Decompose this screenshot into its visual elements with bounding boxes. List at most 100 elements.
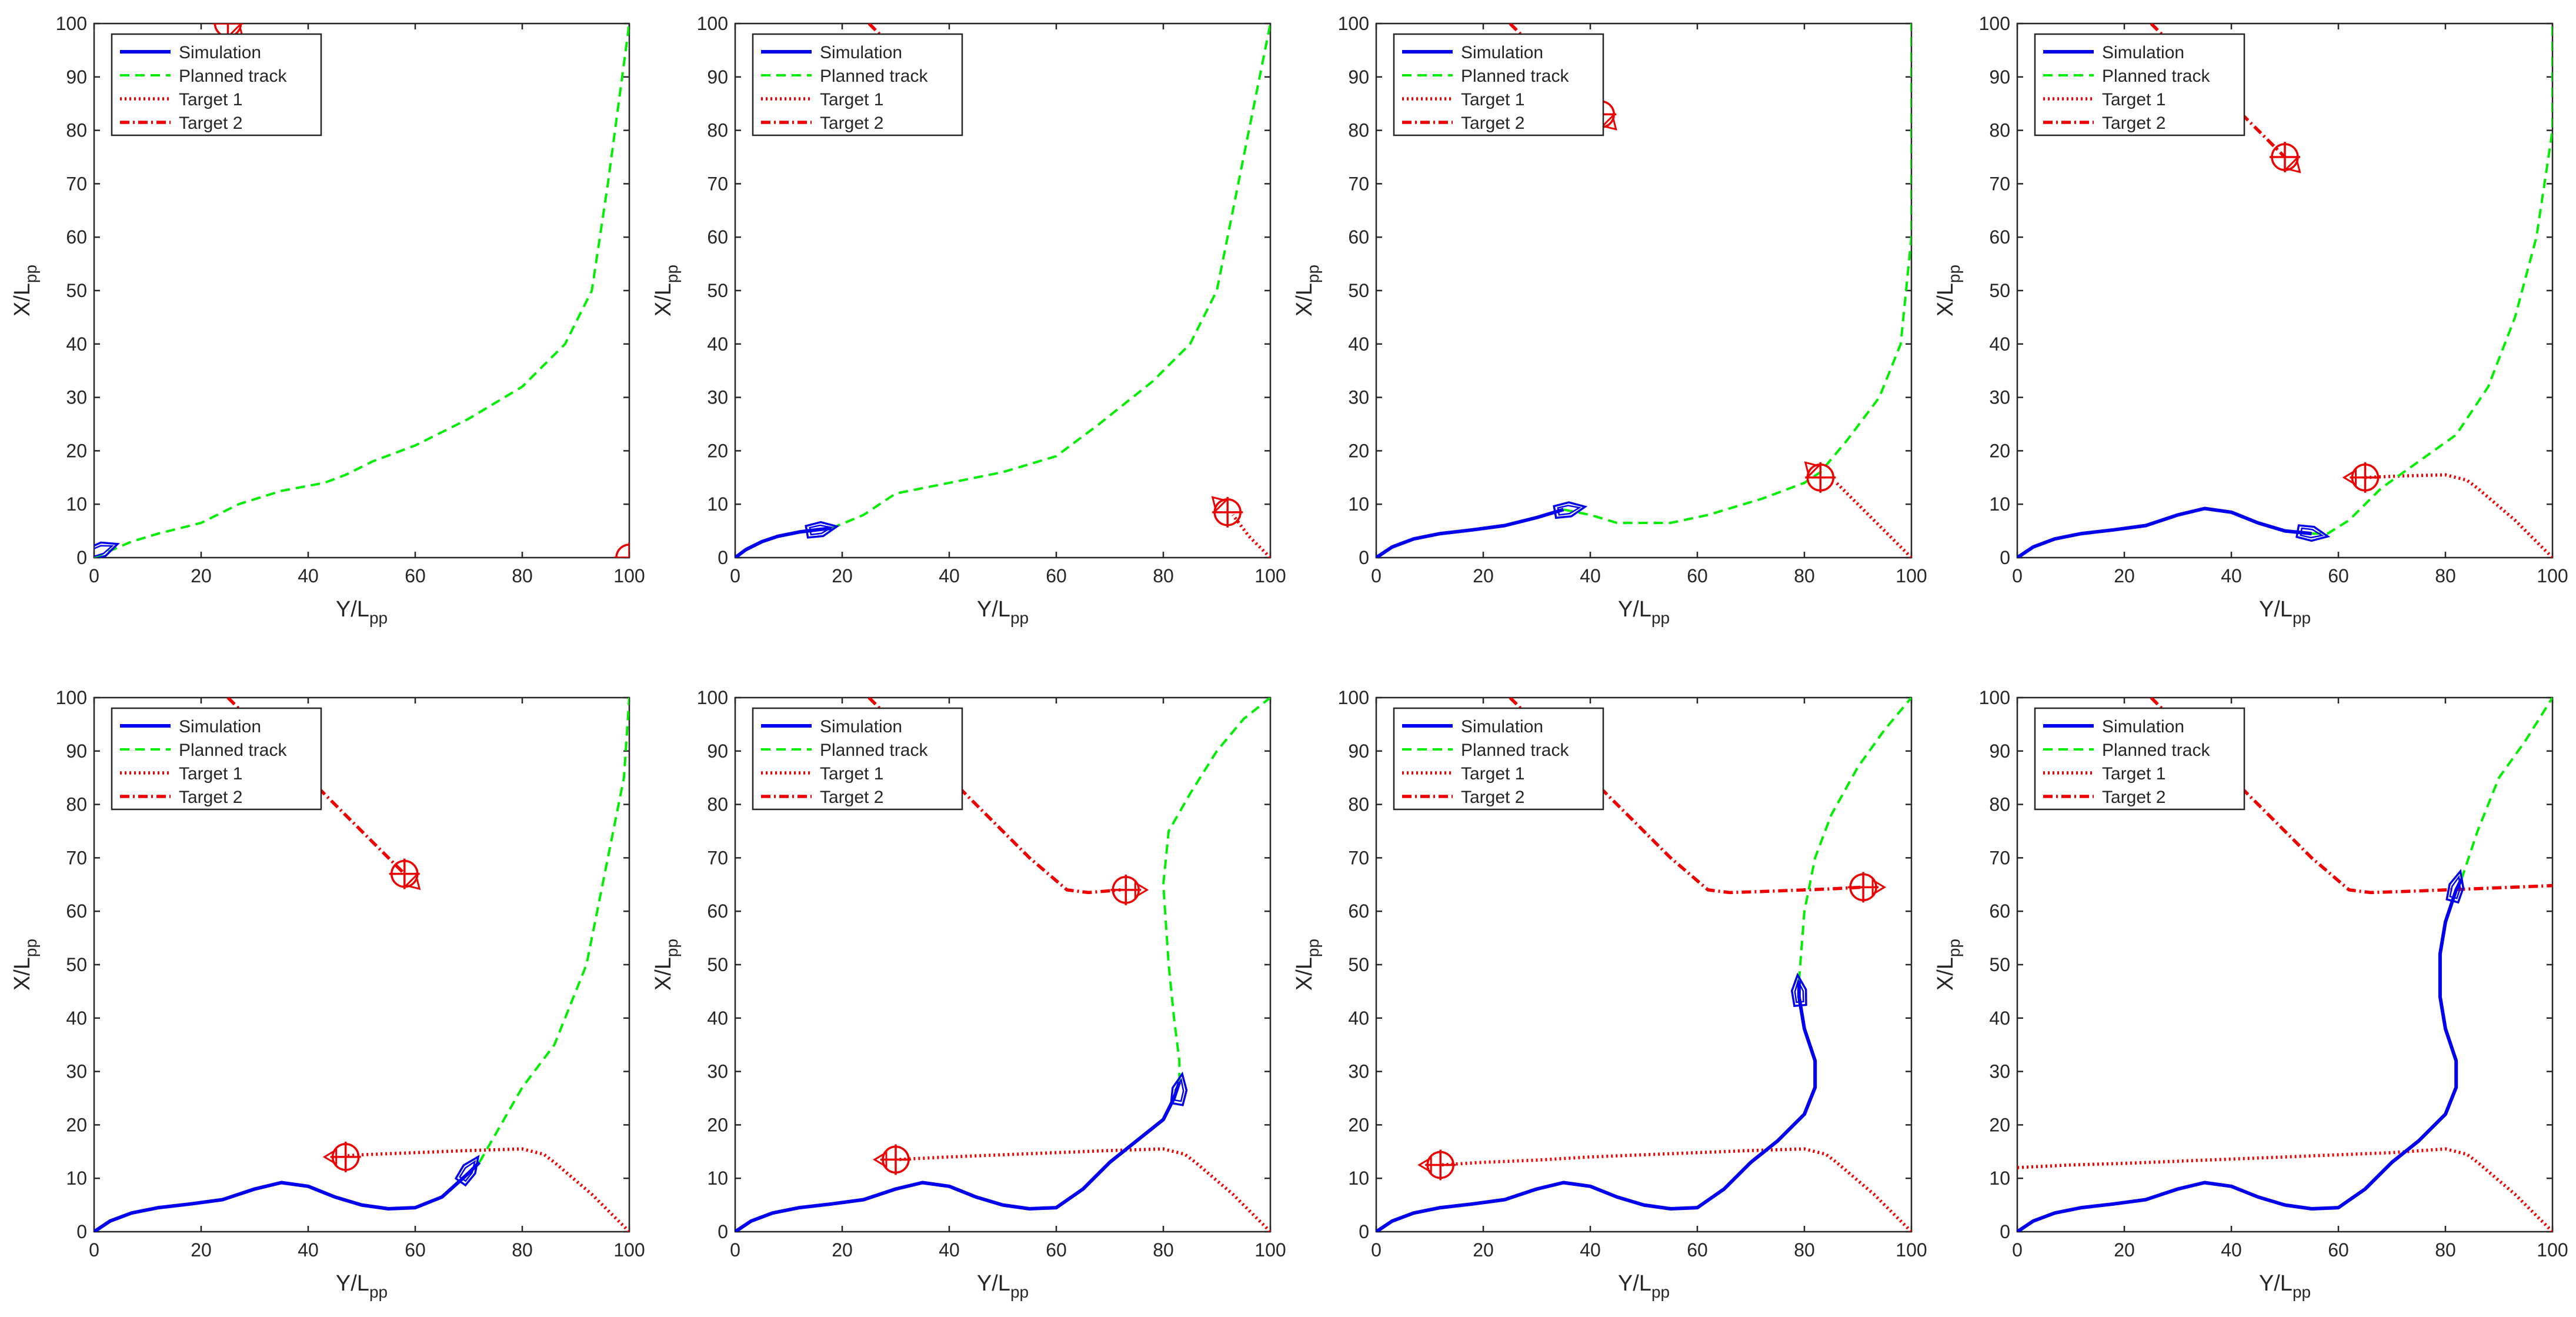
series-target-1	[345, 1147, 629, 1232]
y-tick-label: 40	[1989, 334, 2010, 355]
y-tick-label: 70	[1348, 173, 1369, 194]
y-axis-label-main: X/L	[651, 957, 676, 991]
y-axis-label-main: X/L	[1933, 283, 1958, 316]
x-axis-label: Y/Lpp	[2259, 597, 2311, 627]
y-tick-label: 90	[1348, 741, 1369, 762]
x-tick-label: 80	[1794, 565, 1815, 586]
x-tick-label: 40	[939, 565, 960, 586]
panel-3: 0 20 40 60 80 1000102030405060708090100Y/LppX…	[1292, 13, 1927, 627]
series-simulation	[735, 1081, 1182, 1232]
legend-simulation-label: Simulation	[1461, 43, 1543, 62]
legend: Simulation Planned track Target 1 Target 2	[111, 707, 322, 811]
x-tick-label: 40	[298, 1239, 319, 1261]
x-axis-label-sub: pp	[1010, 609, 1029, 627]
legend-simulation-label: Simulation	[2102, 43, 2184, 62]
own-ship-marker-hull	[805, 521, 840, 539]
legend: Simulation Planned track Target 1 Target 2	[1393, 33, 1604, 136]
y-tick-label: 60	[66, 901, 87, 922]
y-tick-label: 60	[707, 226, 728, 248]
x-tick-label: 0	[1371, 1239, 1382, 1261]
x-tick-label: 60	[2328, 1239, 2349, 1261]
target-2-marker	[389, 858, 421, 891]
legend-target-2-label: Target 2	[179, 788, 242, 807]
x-tick-label: 80	[512, 565, 533, 586]
x-tick-label: 20	[2114, 1239, 2135, 1261]
x-tick-label: 40	[2221, 565, 2242, 586]
y-tick-label: 20	[1348, 440, 1369, 461]
y-tick-label: 30	[1348, 387, 1369, 408]
x-tick-label: 60	[1687, 565, 1708, 586]
y-tick-label: 60	[707, 901, 728, 922]
y-axis-label: X/Lpp	[1292, 265, 1322, 316]
x-axis-label-sub: pp	[369, 609, 388, 627]
y-axis-label-sub: pp	[1945, 265, 1963, 283]
y-tick-label: 40	[66, 1008, 87, 1029]
y-tick-label: 70	[66, 173, 87, 194]
own-ship-marker-deck	[94, 545, 114, 558]
y-tick-label: 80	[66, 120, 87, 141]
target-1-marker-heading	[1804, 461, 1821, 478]
y-tick-label: 80	[1989, 794, 2010, 815]
x-tick-label: 20	[191, 1239, 212, 1261]
y-tick-label: 40	[707, 334, 728, 355]
x-tick-label: 100	[1254, 1239, 1286, 1261]
panel-8: 0 20 40 60 80 1000102030405060708090100Y/LppX…	[1933, 687, 2568, 1301]
y-tick-label: 0	[76, 547, 87, 568]
x-axis-label-main: Y/L	[977, 1271, 1010, 1296]
legend: Simulation Planned track Target 1 Target 2	[752, 33, 963, 136]
series-simulation	[94, 1161, 481, 1232]
target-2-marker-bow	[404, 873, 421, 891]
target-1-marker	[873, 1144, 911, 1175]
x-tick-label: 20	[2114, 565, 2135, 586]
y-tick-label: 50	[1348, 954, 1369, 975]
y-tick-label: 90	[1348, 66, 1369, 88]
y-tick-label: 10	[1348, 494, 1369, 515]
y-tick-label: 50	[1348, 280, 1369, 301]
target-2-marker-heading	[404, 873, 421, 891]
x-tick-label: 0	[89, 565, 99, 586]
y-tick-label: 80	[707, 794, 728, 815]
x-axis-label-sub: pp	[2293, 609, 2311, 627]
series-planned-track	[831, 24, 1270, 529]
target-1-marker-bow	[639, 551, 650, 565]
y-tick-label: 60	[1348, 226, 1369, 248]
legend-planned-track-label: Planned track	[179, 66, 287, 86]
panel-1: 0 20 40 60 80 1000102030405060708090100Y/LppX…	[10, 13, 650, 627]
x-axis-label-main: Y/L	[1618, 597, 1651, 622]
y-tick-label: 100	[1979, 13, 2010, 34]
panel-2: 0 20 40 60 80 1000102030405060708090100Y/LppX…	[651, 13, 1286, 627]
panel-6: 0 20 40 60 80 1000102030405060708090100Y/LppX…	[651, 687, 1286, 1301]
own-ship-marker	[1790, 972, 1807, 1008]
series-planned-track	[94, 24, 629, 558]
x-tick-label: 100	[1254, 565, 1286, 586]
x-tick-label: 20	[1473, 565, 1494, 586]
target-1-marker-bow	[322, 1148, 338, 1166]
x-axis-label: Y/Lpp	[336, 1271, 388, 1301]
y-tick-label: 60	[1989, 901, 2010, 922]
x-tick-label: 100	[613, 1239, 645, 1261]
x-tick-label: 100	[613, 565, 645, 586]
y-tick-label: 100	[1338, 687, 1369, 708]
y-axis-label-sub: pp	[663, 265, 681, 283]
series-target-1	[1835, 481, 1911, 558]
series-target-1	[2017, 1147, 2552, 1232]
y-tick-label: 30	[66, 387, 87, 408]
legend-target-2-label: Target 2	[2102, 788, 2165, 807]
target-1-marker	[2342, 462, 2381, 493]
y-tick-label: 80	[66, 794, 87, 815]
own-ship-marker-hull	[454, 1155, 480, 1187]
y-axis-label-sub: pp	[663, 939, 681, 957]
y-tick-label: 50	[66, 280, 87, 301]
y-tick-label: 10	[66, 494, 87, 515]
target-2-marker-heading	[1871, 878, 1887, 896]
y-tick-label: 40	[707, 1008, 728, 1029]
x-tick-label: 0	[730, 1239, 740, 1261]
y-tick-label: 70	[707, 847, 728, 868]
own-ship-marker	[1170, 1071, 1188, 1106]
y-tick-label: 20	[1989, 1114, 2010, 1135]
y-tick-label: 40	[66, 334, 87, 355]
target-1-marker-bow	[2342, 469, 2357, 486]
y-tick-label: 10	[1989, 1168, 2010, 1189]
x-tick-label: 20	[191, 565, 212, 586]
x-tick-label: 80	[1153, 1239, 1174, 1261]
